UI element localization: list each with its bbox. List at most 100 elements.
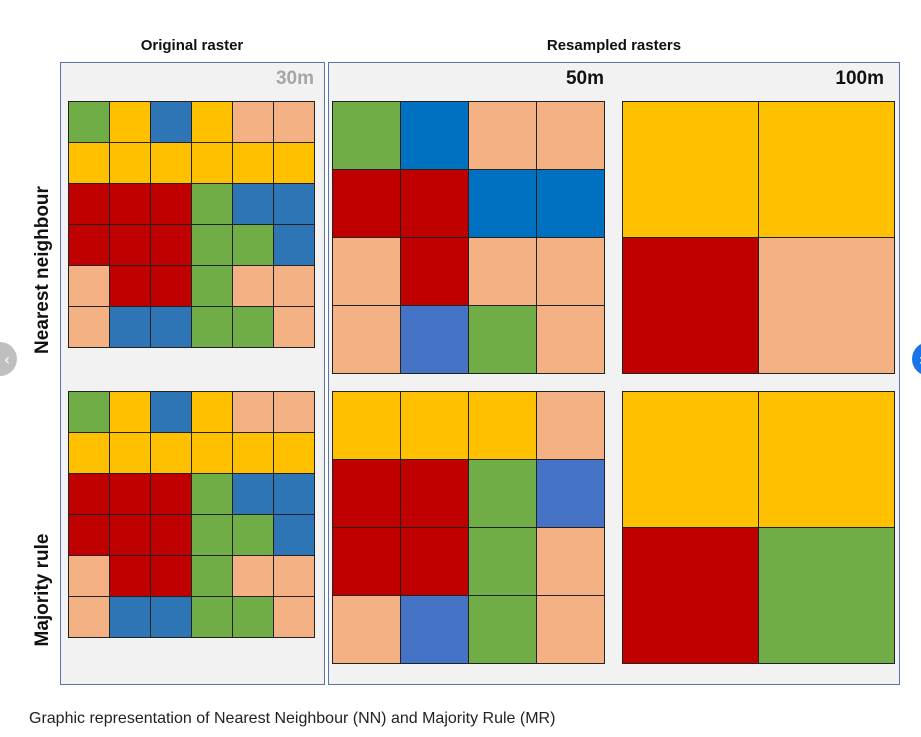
raster-cell [192, 307, 232, 347]
raster-cell [469, 170, 536, 237]
raster-cell [537, 238, 604, 305]
nearest-neighbour-label: Nearest neighbour [32, 186, 53, 354]
raster-cell [233, 474, 273, 514]
raster-cell [537, 528, 604, 595]
raster-cell [401, 392, 468, 459]
raster-cell [192, 474, 232, 514]
raster-cell [333, 102, 400, 169]
raster-cell [151, 474, 191, 514]
raster-cell [151, 556, 191, 596]
raster-cell [69, 184, 109, 224]
raster-cell [192, 515, 232, 555]
raster-cell [274, 225, 314, 265]
raster-cell [151, 143, 191, 183]
raster-cell [759, 392, 894, 527]
raster-cell [69, 392, 109, 432]
raster-cell [537, 460, 604, 527]
raster-cell [151, 307, 191, 347]
raster-cell [69, 597, 109, 637]
raster-cell [233, 515, 273, 555]
raster-cell [537, 306, 604, 373]
raster-cell [401, 306, 468, 373]
raster-cell [274, 266, 314, 306]
raster-cell [233, 225, 273, 265]
raster-cell [469, 238, 536, 305]
raster-cell [274, 184, 314, 224]
raster-cell [274, 515, 314, 555]
chevron-right-icon: › [919, 350, 921, 369]
raster-cell [69, 307, 109, 347]
mr-50m-raster-grid [332, 391, 605, 664]
raster-cell [401, 102, 468, 169]
raster-cell [333, 392, 400, 459]
raster-cell [69, 433, 109, 473]
raster-cell [110, 597, 150, 637]
raster-cell [110, 307, 150, 347]
raster-cell [623, 238, 758, 373]
carousel-next-button[interactable]: › [912, 342, 921, 376]
raster-cell [69, 102, 109, 142]
raster-cell [233, 266, 273, 306]
raster-cell [469, 306, 536, 373]
raster-cell [333, 170, 400, 237]
raster-cell [151, 266, 191, 306]
raster-cell [192, 184, 232, 224]
chevron-left-icon: ‹ [3, 349, 11, 369]
raster-cell [192, 392, 232, 432]
raster-cell [233, 143, 273, 183]
raster-cell [469, 460, 536, 527]
raster-cell [233, 392, 273, 432]
raster-cell [401, 460, 468, 527]
raster-cell [192, 225, 232, 265]
raster-cell [69, 143, 109, 183]
raster-cell [151, 102, 191, 142]
original-raster-header: Original raster [140, 37, 244, 54]
raster-cell [233, 433, 273, 473]
nn-original-raster-grid [68, 101, 315, 348]
raster-cell [69, 515, 109, 555]
resolution-100m-label: 100m [835, 68, 884, 89]
raster-cell [274, 143, 314, 183]
mr-100m-raster-grid [622, 391, 895, 664]
raster-cell [192, 433, 232, 473]
raster-cell [110, 433, 150, 473]
raster-cell [401, 528, 468, 595]
raster-cell [110, 225, 150, 265]
raster-cell [69, 266, 109, 306]
raster-cell [110, 143, 150, 183]
raster-cell [333, 460, 400, 527]
raster-cell [192, 102, 232, 142]
raster-cell [623, 392, 758, 527]
raster-cell [192, 597, 232, 637]
raster-cell [333, 528, 400, 595]
raster-cell [274, 556, 314, 596]
nn-50m-raster-grid [332, 101, 605, 374]
raster-cell [333, 238, 400, 305]
raster-cell [274, 474, 314, 514]
raster-cell [537, 102, 604, 169]
raster-cell [110, 556, 150, 596]
raster-cell [401, 238, 468, 305]
raster-cell [69, 225, 109, 265]
nn-100m-raster-grid [622, 101, 895, 374]
raster-cell [233, 597, 273, 637]
raster-cell [274, 392, 314, 432]
raster-cell [469, 528, 536, 595]
raster-cell [110, 266, 150, 306]
raster-cell [623, 102, 758, 237]
raster-cell [469, 596, 536, 663]
raster-cell [537, 596, 604, 663]
raster-cell [151, 597, 191, 637]
raster-cell [469, 392, 536, 459]
carousel-prev-button[interactable]: ‹ [0, 342, 17, 376]
raster-cell [537, 170, 604, 237]
raster-cell [469, 102, 536, 169]
raster-cell [192, 556, 232, 596]
raster-cell [759, 528, 894, 663]
resolution-50m-label: 50m [565, 68, 604, 89]
raster-cell [151, 225, 191, 265]
raster-cell [537, 392, 604, 459]
raster-cell [233, 184, 273, 224]
raster-cell [151, 515, 191, 555]
majority-rule-label: Majority rule [32, 533, 53, 647]
